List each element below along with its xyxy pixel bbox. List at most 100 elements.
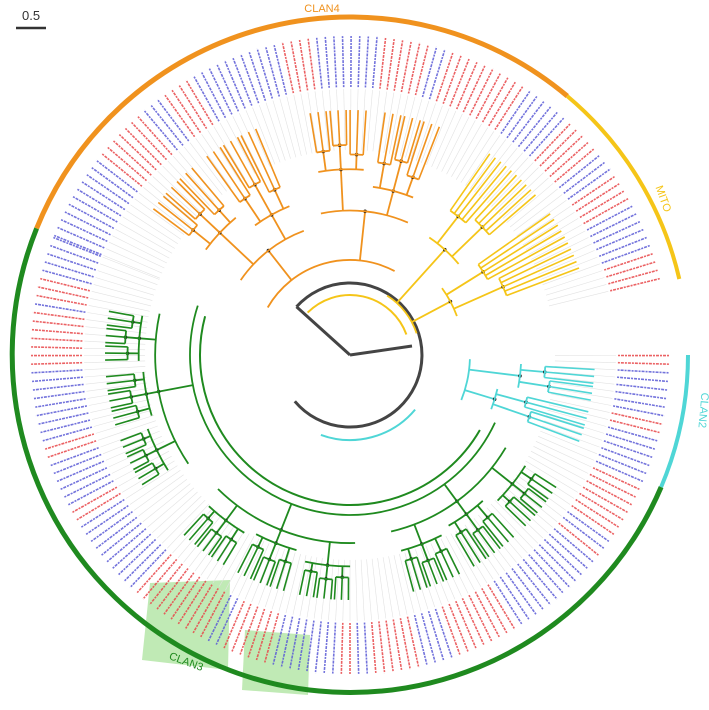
leaf-label xyxy=(595,460,645,483)
clan-arcs xyxy=(9,14,690,695)
branch-arc xyxy=(496,465,527,502)
branch-arc xyxy=(517,363,522,388)
leaf-connector xyxy=(245,110,270,167)
leaf-connector xyxy=(112,235,167,264)
scale-bar-label: 0.5 xyxy=(22,8,40,23)
leaf-label xyxy=(406,616,420,668)
leaf-branch xyxy=(240,135,270,193)
leaf-connector xyxy=(465,135,501,186)
leaf-branch xyxy=(105,373,135,378)
leaf-branch xyxy=(527,420,580,442)
leaf-label xyxy=(549,141,590,178)
leaf-label xyxy=(448,603,470,653)
leaf-branch xyxy=(108,310,134,317)
leaf-label xyxy=(63,210,111,236)
leaf-connector xyxy=(194,521,231,572)
leaf-label xyxy=(200,71,227,119)
leaf-connector xyxy=(502,177,549,219)
leaf-connector xyxy=(553,382,614,392)
branch-arc xyxy=(390,447,507,533)
leaf-label xyxy=(170,88,202,134)
leaf-label xyxy=(435,51,454,102)
leaf-connector xyxy=(522,212,575,246)
internal-branch xyxy=(275,529,282,544)
leaf-connector xyxy=(455,127,489,180)
internal-branch xyxy=(326,541,331,566)
leaf-label xyxy=(106,146,148,182)
leaf-branch xyxy=(389,115,402,165)
leaf-label xyxy=(272,614,287,666)
leaf-label xyxy=(84,504,129,536)
leaf-connector xyxy=(306,557,318,618)
leaf-connector xyxy=(530,450,586,481)
leaf-label xyxy=(52,236,102,258)
leaf-connector xyxy=(464,524,500,576)
leaf-connector xyxy=(519,206,571,241)
leaf-branch xyxy=(309,113,318,153)
leaf-connector xyxy=(95,415,155,434)
leaf-connector xyxy=(97,420,156,441)
internal-branch xyxy=(396,249,446,304)
leaf-connector xyxy=(367,89,373,151)
leaf-label xyxy=(481,588,508,635)
leaf-branch xyxy=(337,110,341,146)
leaf-connector xyxy=(218,533,250,587)
leaf-connector xyxy=(278,552,296,612)
leaf-connector xyxy=(544,420,603,441)
leaf-branch xyxy=(461,165,507,221)
leaf-label xyxy=(52,234,102,256)
leaf-branch xyxy=(416,556,428,588)
leaf-label xyxy=(184,584,213,630)
leaf-label xyxy=(538,544,577,583)
leaf-connector xyxy=(279,98,297,158)
leaf-branch xyxy=(252,556,265,581)
leaf-label xyxy=(37,412,89,426)
leaf-label xyxy=(505,572,538,616)
leaf-label xyxy=(528,116,565,157)
clan-arc-clan2 xyxy=(659,354,690,488)
leaf-branch xyxy=(534,473,557,489)
leaf-connector xyxy=(490,503,534,549)
clan-arc-mito xyxy=(566,94,682,280)
leaf-branch xyxy=(485,230,562,277)
leaf-connector xyxy=(226,119,255,174)
leaf-connector xyxy=(544,270,603,291)
leaf-branch xyxy=(509,501,532,522)
leaf-branch xyxy=(465,528,487,560)
leaf-connector xyxy=(377,558,387,619)
internal-branch xyxy=(520,369,545,373)
leaf-connector xyxy=(528,455,582,487)
internal-branch xyxy=(520,471,533,480)
leaf-label xyxy=(543,538,583,576)
leaf-connector xyxy=(118,222,173,254)
leaf-connector xyxy=(547,409,607,427)
leaf-connector xyxy=(329,89,335,151)
leaf-connector xyxy=(516,474,567,511)
internal-branch xyxy=(378,163,385,189)
leaf-label xyxy=(603,252,654,271)
internal-branch xyxy=(446,271,484,296)
branch-arc xyxy=(208,505,245,534)
leaf-label xyxy=(123,544,162,583)
leaf-connector xyxy=(265,102,286,161)
leaf-branch xyxy=(120,432,142,442)
leaf-label xyxy=(67,480,114,506)
leaf-connector xyxy=(183,514,222,563)
highlight-box-left xyxy=(142,580,230,670)
leaf-connector xyxy=(133,474,184,511)
leaf-branch xyxy=(165,192,196,220)
leaf-label xyxy=(598,236,648,258)
leaf-branch xyxy=(433,557,445,582)
leaf-label xyxy=(63,473,111,499)
leaf-branch xyxy=(330,579,334,600)
leaf-label xyxy=(601,447,651,467)
leaf-label xyxy=(567,510,611,543)
leaf-label xyxy=(155,568,189,611)
leaf-connector xyxy=(455,530,488,584)
leaf-connector xyxy=(498,172,544,215)
clan-arc-clan4 xyxy=(34,14,569,230)
leaf-connector xyxy=(307,92,318,153)
leaf-label xyxy=(475,72,502,119)
leaf-connector xyxy=(172,156,215,202)
leaf-connector xyxy=(157,170,203,214)
